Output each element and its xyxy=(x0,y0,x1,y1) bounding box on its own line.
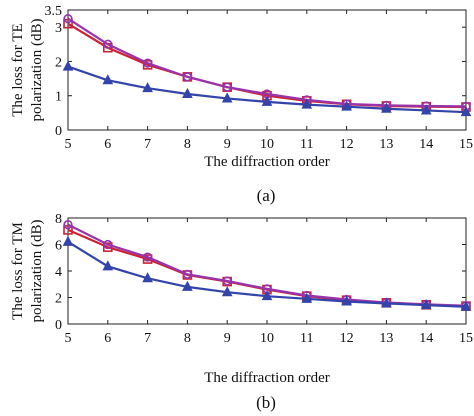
tm-series-2-point xyxy=(103,239,113,250)
panel-b-tm-loss: 5 6 7 8 9 10 11 12 13 14 15 0 2 4 6 8 The diffraction or… xyxy=(10,212,473,412)
tm-series-2-point xyxy=(182,269,192,279)
tm-series-3-point xyxy=(221,286,233,297)
te-series-2-point xyxy=(103,39,113,49)
tm-series-3-point xyxy=(301,292,313,303)
te-series-2-point xyxy=(182,72,192,82)
tm-plot-frame xyxy=(67,217,467,325)
tm-x-tick-label: 11 xyxy=(300,331,313,346)
tm-y-tick-label: 8 xyxy=(55,212,62,227)
te-plot-frame xyxy=(67,9,467,131)
tm-x-tick-label: 8 xyxy=(184,331,191,346)
tm-x-tick-label: 13 xyxy=(379,331,393,346)
te-x-tick-label: 5 xyxy=(65,137,72,152)
te-y-tick-label: 3.5 xyxy=(45,4,63,19)
te-series-3-point xyxy=(381,102,392,113)
tm-panel-label: (b) xyxy=(256,393,276,412)
tm-series-2-point xyxy=(222,276,232,286)
te-series-3-point xyxy=(182,87,193,98)
tm-series-1-point xyxy=(63,225,73,235)
te-series-3-point xyxy=(142,82,153,93)
tm-series-1-point xyxy=(103,242,113,252)
te-series-2-point xyxy=(63,13,73,24)
tm-series-3-point xyxy=(102,260,114,271)
te-x-tick-label: 11 xyxy=(300,137,313,152)
tm-series-3-point xyxy=(142,272,153,283)
te-series-2-line xyxy=(67,17,467,108)
tm-series-2-point xyxy=(63,220,73,230)
te-x-tick-label: 6 xyxy=(104,137,111,152)
te-series-3-point xyxy=(62,60,74,71)
te-y-axis-label-line-2: polarization (dB) xyxy=(29,19,45,122)
te-panel-label: (a) xyxy=(257,186,276,205)
te-x-tick-label: 7 xyxy=(144,137,151,152)
tm-series-2-point xyxy=(143,252,153,262)
te-series-2-point xyxy=(143,58,153,68)
te-series-3-point xyxy=(102,74,114,85)
te-y-axis-label-line-1: The loss for TE xyxy=(10,23,26,116)
tm-y-tick-label: 6 xyxy=(55,239,62,254)
tm-x-tick-label: 14 xyxy=(419,331,433,346)
tm-x-tick-label: 12 xyxy=(340,331,354,346)
tm-x-tick-label: 10 xyxy=(260,331,274,346)
tm-series-3-point xyxy=(62,235,74,246)
tm-series-3-point xyxy=(261,290,273,301)
tm-y-axis-label-line-2: polarization (dB) xyxy=(29,220,45,323)
tm-y-tick-label: 4 xyxy=(55,265,62,280)
tm-y-tick-label: 0 xyxy=(55,318,62,333)
te-x-tick-label: 13 xyxy=(379,137,393,152)
tm-series-3-point xyxy=(381,297,392,308)
te-y-tick-label: 3 xyxy=(55,21,62,36)
te-x-axis-label: The diffraction order xyxy=(204,154,330,170)
tm-x-tick-label: 7 xyxy=(144,331,151,346)
tm-series-3-point xyxy=(182,280,193,291)
te-x-tick-label: 8 xyxy=(184,137,191,152)
tm-x-axis-label: The diffraction order xyxy=(204,370,330,386)
te-series-3-point xyxy=(341,100,352,111)
tm-y-tick-label: 2 xyxy=(55,292,62,307)
tm-x-tick-label: 15 xyxy=(459,331,473,346)
te-x-tick-label: 10 xyxy=(260,137,274,152)
te-y-tick-label: 1 xyxy=(55,90,62,105)
tm-x-tick-label: 5 xyxy=(65,331,72,346)
tm-y-axis-label-line-1: The loss for TM xyxy=(10,222,26,320)
te-series-3-point xyxy=(261,95,273,106)
tm-x-tick-label: 6 xyxy=(104,331,111,346)
tm-series-3-point xyxy=(460,300,472,311)
te-series-3-point xyxy=(221,92,233,103)
tm-series-3-point xyxy=(420,299,432,310)
te-x-tick-label: 9 xyxy=(224,137,231,152)
te-y-tick-label: 2 xyxy=(55,55,62,70)
te-series-2-point xyxy=(222,82,232,92)
tm-series-3-point xyxy=(341,295,352,306)
te-x-tick-label: 15 xyxy=(459,137,473,152)
te-x-tick-label: 12 xyxy=(340,137,354,152)
te-series-3-point xyxy=(460,106,472,117)
te-series-3-point xyxy=(420,104,432,115)
te-x-tick-label: 14 xyxy=(419,137,433,152)
te-y-tick-label: 0 xyxy=(55,124,62,139)
te-series-3-point xyxy=(301,98,313,109)
tm-x-tick-label: 9 xyxy=(224,331,231,346)
